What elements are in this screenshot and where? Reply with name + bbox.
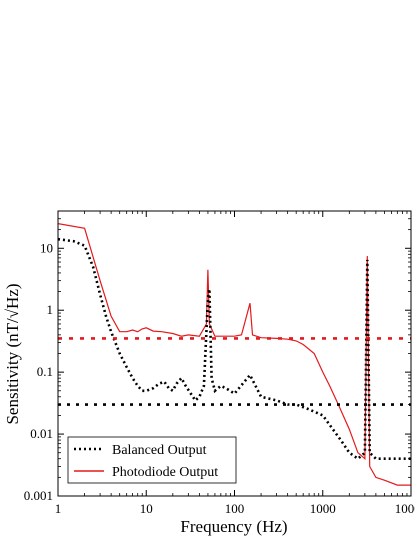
y-tick-label: 10: [40, 240, 53, 255]
legend-label-balanced: Balanced Output: [112, 443, 207, 458]
series-line-photodiode: [58, 223, 411, 486]
axis-ticks: 1 10 100 1000 10000 0.001 0.01 0.1 1 10: [24, 210, 415, 516]
reference-lines: [58, 337, 411, 406]
legend-box: [67, 436, 237, 484]
series-layer: [58, 223, 411, 486]
x-axis-title: Frequency (Hz): [180, 517, 287, 536]
x-tick-label: 10: [140, 501, 153, 516]
x-tick-label: 10000: [395, 501, 415, 516]
series-line-balanced: [58, 237, 411, 461]
x-tick-label: 1000: [310, 501, 336, 516]
y-tick-label: 0.1: [37, 364, 53, 379]
x-tick-label: 100: [225, 501, 245, 516]
y-tick-label: 0.001: [24, 488, 53, 503]
y-tick-label: 0.01: [30, 426, 53, 441]
y-tick-label: 1: [47, 302, 54, 317]
y-axis-title: Sensitivity (nT/√Hz): [3, 283, 22, 424]
legend: Balanced Output Photodiode Output: [67, 436, 237, 484]
legend-label-photodiode: Photodiode Output: [112, 465, 218, 480]
x-tick-label: 1: [55, 501, 62, 516]
